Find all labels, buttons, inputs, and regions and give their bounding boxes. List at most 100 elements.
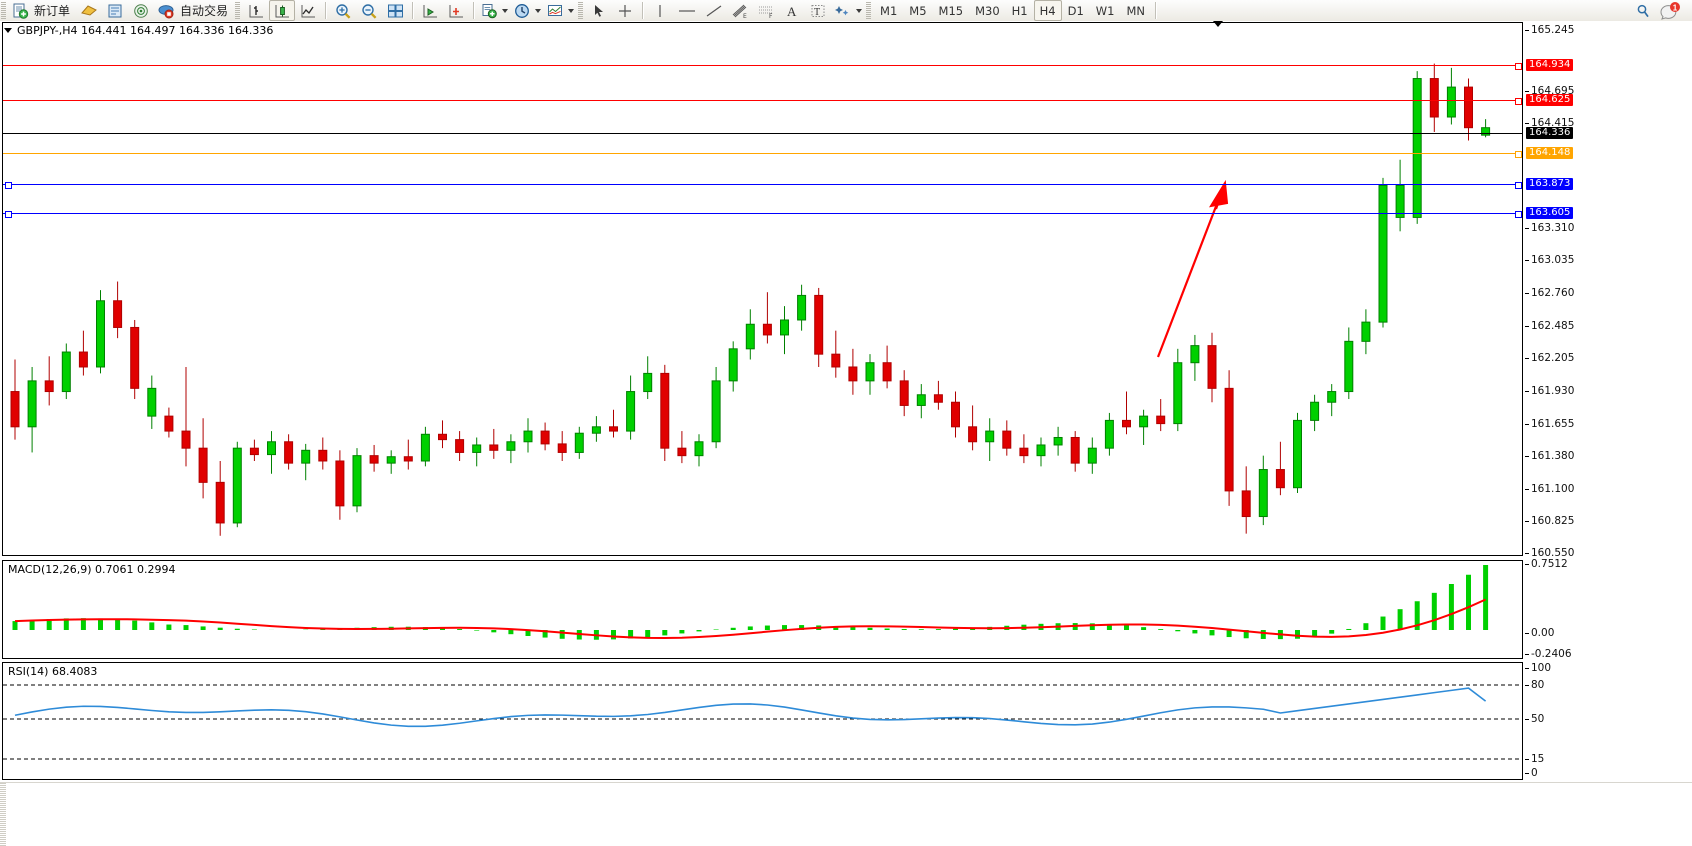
toolbar-grip[interactable] <box>1 2 6 19</box>
line-chart-button[interactable] <box>295 0 321 21</box>
macd-tick-0: 0.7512 <box>1525 558 1568 570</box>
price-line-164-625[interactable] <box>3 100 1522 101</box>
rsi-tick-0: 0 <box>1525 767 1538 779</box>
symbol-ohlc-text: GBPJPY-,H4 164.441 164.497 164.336 164.3… <box>17 24 274 37</box>
fibonacci-icon: F <box>759 6 773 19</box>
crosshair-button[interactable] <box>612 0 638 21</box>
price-line-handle-164-934[interactable] <box>1515 63 1522 70</box>
chart-shift-button[interactable] <box>417 0 443 21</box>
period-button[interactable] <box>511 0 544 21</box>
price-pane[interactable] <box>2 22 1523 556</box>
line-studies-grip[interactable] <box>578 2 584 19</box>
timeframe-m5[interactable]: M5 <box>909 3 927 18</box>
zoom-in-icon <box>336 3 351 19</box>
symbol-dropdown-icon[interactable] <box>4 28 12 33</box>
alert-badge-count: 1 <box>1673 3 1678 12</box>
timeframe-d1[interactable]: D1 <box>1067 3 1084 18</box>
price-tick-10: 161.380 <box>1524 450 1575 462</box>
price-line-handle-163-605[interactable] <box>1515 211 1522 218</box>
search-button[interactable] <box>1630 0 1656 21</box>
chart-toolbar-grip[interactable] <box>235 2 241 19</box>
price-tick-13: 160.550 <box>1524 547 1575 559</box>
horizontal-line-button[interactable] <box>673 0 701 21</box>
status-bar-grip <box>0 783 6 846</box>
price-tag-164-148[interactable]: 164.148 <box>1526 147 1574 159</box>
main-toolbar: 新订单 自动交易 <box>0 0 1692 22</box>
macd-label: MACD(12,26,9) 0.7061 0.2994 <box>8 563 176 576</box>
text-button[interactable]: A <box>779 0 805 21</box>
bar-chart-icon <box>249 4 263 17</box>
alerts-button[interactable]: 1 <box>1656 0 1684 21</box>
timeframe-h1[interactable]: H1 <box>1011 3 1028 18</box>
price-tag-163-873[interactable]: 163.873 <box>1526 178 1574 190</box>
vertical-line-button[interactable] <box>647 0 673 21</box>
rsi-tick-100: 100 <box>1524 662 1552 674</box>
price-tick-7: 162.205 <box>1524 352 1575 364</box>
timeframe-w1[interactable]: W1 <box>1095 3 1115 18</box>
add-indicator-caret-icon[interactable] <box>502 8 509 13</box>
price-tag-164-625[interactable]: 164.625 <box>1526 94 1574 106</box>
fibonacci-button[interactable]: F <box>753 0 779 21</box>
rsi-tick-15: 15 <box>1524 753 1545 765</box>
tile-windows-button[interactable] <box>382 0 408 21</box>
rsi-plot <box>3 684 1522 760</box>
chart-area[interactable]: GBPJPY-,H4 164.441 164.497 164.336 164.3… <box>0 21 1692 845</box>
templates-caret-icon[interactable] <box>568 8 575 13</box>
price-line-163-605[interactable] <box>3 213 1522 214</box>
zoom-in-button[interactable] <box>330 0 356 21</box>
price-line-164-934[interactable] <box>3 65 1522 66</box>
timeframe-m30[interactable]: M30 <box>975 3 1000 18</box>
bar-chart-button[interactable] <box>243 0 269 21</box>
timeframe-h4[interactable]: H4 <box>1033 0 1062 21</box>
macd-pane[interactable]: MACD(12,26,9) 0.7061 0.2994 <box>2 560 1523 659</box>
timeframes-grip[interactable] <box>866 2 872 19</box>
price-scale[interactable]: 165.245 164.695 164.415 163.310 163.035 … <box>1524 22 1692 559</box>
price-line-handle-left-163-873[interactable] <box>5 182 12 189</box>
timeframe-mn[interactable]: MN <box>1126 3 1145 18</box>
crosshair-icon <box>619 4 632 17</box>
uptrend-arrow-icon <box>1156 179 1229 358</box>
price-tick-8: 161.930 <box>1524 385 1575 397</box>
price-line-163-873[interactable] <box>3 184 1522 185</box>
cursor-button[interactable] <box>586 0 612 21</box>
cursor-icon <box>595 4 604 17</box>
timeframe-m15[interactable]: M15 <box>938 3 964 18</box>
price-line-164-148[interactable] <box>3 153 1522 154</box>
price-line-handle-left-163-605[interactable] <box>5 211 12 218</box>
navigator-button[interactable] <box>128 0 154 21</box>
toolbar-separator-3 <box>473 2 475 19</box>
price-tick-3: 163.310 <box>1524 222 1575 234</box>
new-order-button[interactable]: 新订单 <box>9 0 76 21</box>
trendline-icon <box>706 5 722 16</box>
data-window-icon <box>108 4 122 17</box>
period-caret-icon[interactable] <box>535 8 542 13</box>
timeframe-m1[interactable]: M1 <box>880 3 898 18</box>
price-tag-163-605[interactable]: 163.605 <box>1526 207 1574 219</box>
rsi-scale: 100 80 50 15 0 <box>1524 662 1692 780</box>
price-tag-164-934[interactable]: 164.934 <box>1526 59 1574 71</box>
search-icon <box>1637 4 1649 17</box>
autotrading-button[interactable]: 自动交易 <box>154 0 234 21</box>
zoom-out-button[interactable] <box>356 0 382 21</box>
text-label-button[interactable]: T <box>805 0 831 21</box>
price-tick-0: 165.245 <box>1524 24 1575 36</box>
objects-button[interactable] <box>831 0 865 21</box>
price-line-handle-164-148[interactable] <box>1515 151 1522 158</box>
price-tag-last-164-336: 164.336 <box>1526 127 1574 139</box>
candlestick-chart-icon <box>275 4 289 17</box>
candlestick-chart-button[interactable] <box>269 0 296 21</box>
objects-caret-icon[interactable] <box>856 8 863 13</box>
templates-button[interactable] <box>544 0 577 21</box>
new-order-icon <box>13 3 29 19</box>
price-line-handle-163-873[interactable] <box>1515 182 1522 189</box>
data-window-button[interactable] <box>102 0 128 21</box>
price-line-handle-164-625[interactable] <box>1515 98 1522 105</box>
rsi-pane[interactable]: RSI(14) 68.4083 <box>2 662 1523 780</box>
rsi-tick-80: 80 <box>1524 679 1545 691</box>
text-icon: A <box>787 4 797 19</box>
auto-scroll-button[interactable] <box>443 0 469 21</box>
trendline-button[interactable] <box>701 0 727 21</box>
equidistant-channel-button[interactable]: E <box>727 0 753 21</box>
add-indicator-button[interactable] <box>478 0 511 21</box>
indicators-button[interactable] <box>76 0 102 21</box>
